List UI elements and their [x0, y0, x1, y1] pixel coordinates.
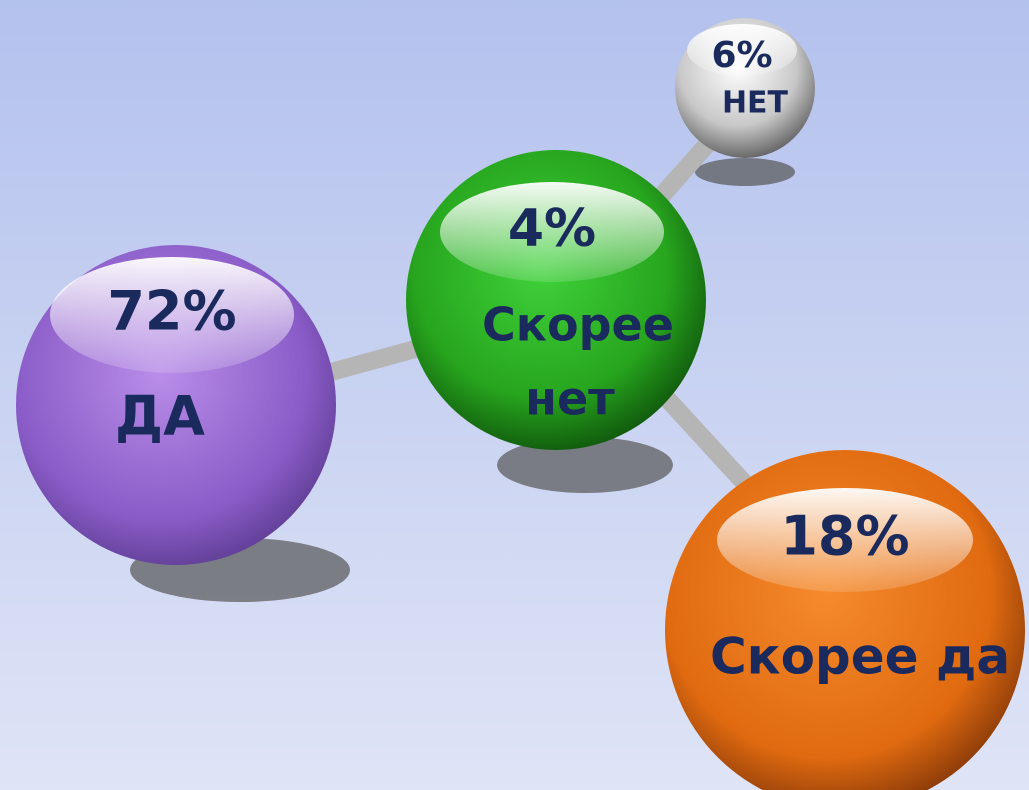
node-label: Скорее	[482, 298, 674, 352]
node-label: ДА	[115, 385, 205, 448]
node-value: 72%	[107, 280, 236, 343]
node-label: НЕТ	[722, 86, 789, 121]
page: 72% ДА 4% Скорее нет 6% НЕТ 18% Скорее д…	[0, 0, 1029, 790]
node-label: Скорее да	[710, 628, 1010, 686]
node-value: 4%	[508, 199, 596, 259]
node-value: 6%	[711, 35, 772, 76]
node-value: 18%	[780, 505, 909, 568]
diagram: 72% ДА 4% Скорее нет 6% НЕТ 18% Скорее д…	[0, 0, 1029, 790]
node-label: нет	[525, 372, 615, 426]
